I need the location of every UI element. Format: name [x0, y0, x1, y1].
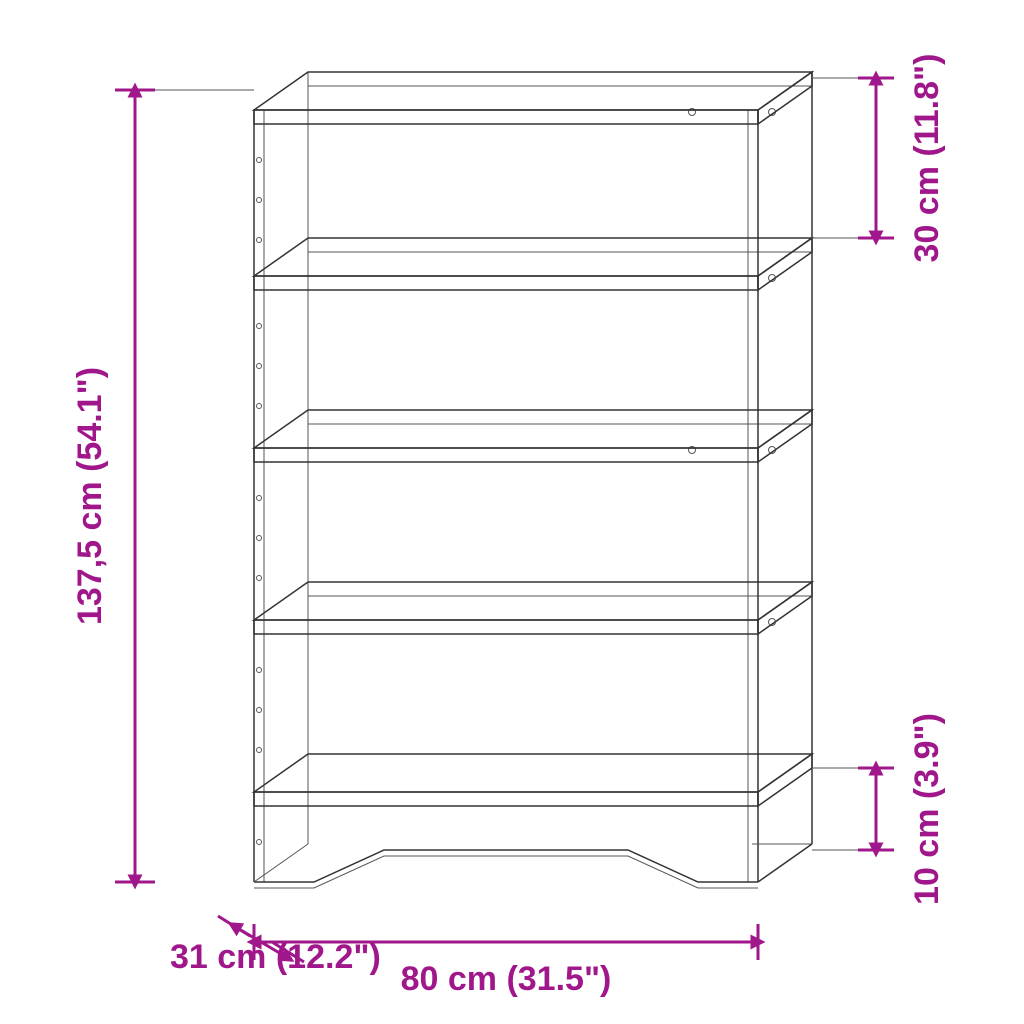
dim-height: 137,5 cm (54.1") — [71, 367, 109, 625]
dim-width: 80 cm (31.5") — [401, 960, 612, 998]
dim-foot-height: 10 cm (3.9") — [908, 713, 946, 905]
dim-depth: 31 cm (12.2") — [170, 938, 381, 976]
dim-shelf-gap: 30 cm (11.8") — [908, 54, 946, 263]
